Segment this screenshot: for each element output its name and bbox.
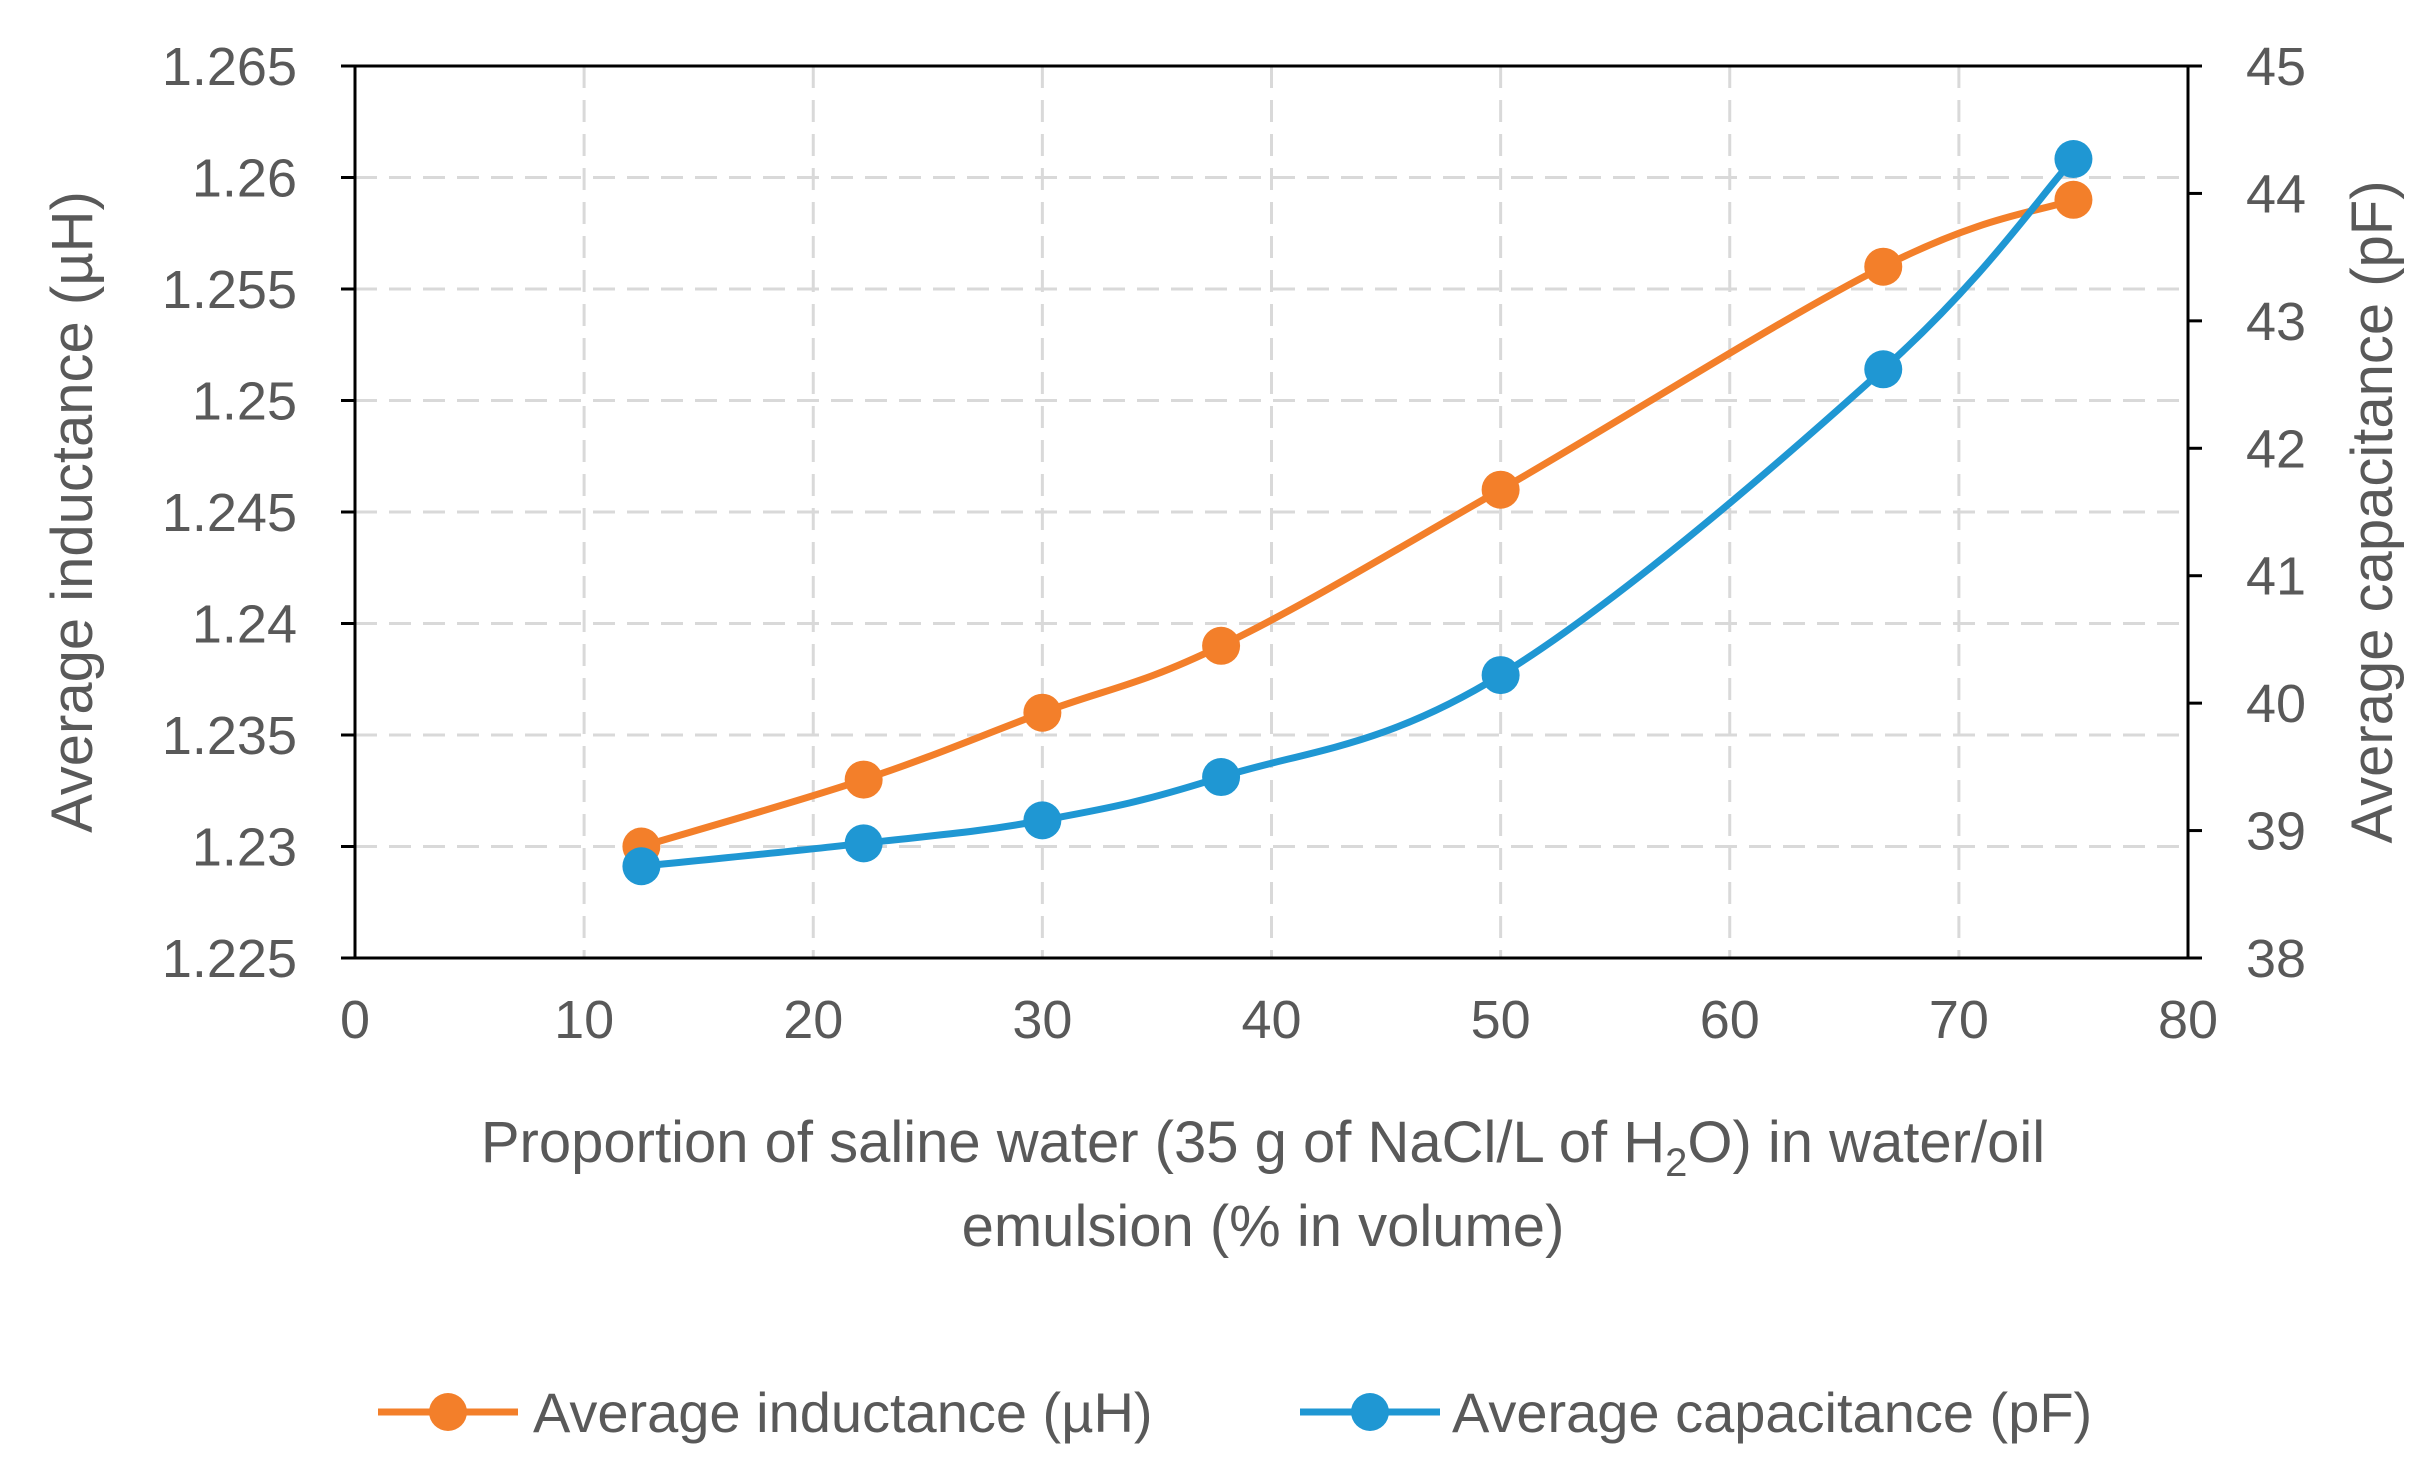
capacitance-point bbox=[622, 847, 661, 886]
series-line-inductance bbox=[637, 196, 2077, 850]
y-left-tick-label: 1.23 bbox=[192, 818, 297, 878]
inductance-point bbox=[1481, 470, 1520, 509]
y-right-tick-label: 40 bbox=[2246, 674, 2306, 734]
y-right-tick-label: 42 bbox=[2246, 419, 2306, 479]
capacitance-point bbox=[1481, 656, 1520, 695]
capacitance-point bbox=[1864, 350, 1903, 389]
inductance-point bbox=[1202, 626, 1241, 665]
x-axis-title-line1: Proportion of saline water (35 g of NaCl… bbox=[481, 1110, 2045, 1185]
y-right-tick-label: 38 bbox=[2246, 929, 2306, 989]
inductance-point bbox=[2054, 180, 2093, 219]
x-tick-label: 30 bbox=[1012, 990, 1072, 1050]
x-tick-label: 50 bbox=[1471, 990, 1531, 1050]
x-tick-label: 0 bbox=[340, 990, 370, 1050]
x-axis-title-subscript: 2 bbox=[1665, 1141, 1687, 1185]
legend-marker-capacitance bbox=[1351, 1393, 1389, 1431]
grid-layer bbox=[355, 66, 2188, 958]
x-axis-title-line2: emulsion (% in volume) bbox=[962, 1194, 1565, 1259]
y-left-tick-label: 1.265 bbox=[162, 37, 297, 97]
inductance-point bbox=[844, 760, 883, 799]
y-axis-right-title: Average capacitance (pF) bbox=[2340, 180, 2405, 843]
x-axis-title-part1: Proportion of saline water (35 g of NaCl… bbox=[481, 1110, 1665, 1175]
legend-label-inductance: Average inductance (µH) bbox=[533, 1381, 1153, 1444]
legend-item-inductance: Average inductance (µH) bbox=[378, 1381, 1153, 1444]
y-left-tick-label: 1.26 bbox=[192, 149, 297, 209]
y-left-tick-label: 1.235 bbox=[162, 706, 297, 766]
y-right-tick-label: 45 bbox=[2246, 37, 2306, 97]
legend-label-capacitance: Average capacitance (pF) bbox=[1452, 1381, 2092, 1444]
x-tick-label: 70 bbox=[1929, 990, 1989, 1050]
y-axis-left-title: Average inductance (µH) bbox=[40, 191, 105, 833]
capacitance-point bbox=[1023, 801, 1062, 840]
tick-layer: 0 10 20 30 40 50 60 70 80 1.225 1.23 1.235 1.24 1.245… bbox=[162, 37, 2306, 1050]
y-right-tick-label: 43 bbox=[2246, 292, 2306, 352]
inductance-point bbox=[1023, 693, 1062, 732]
x-tick-label: 10 bbox=[554, 990, 614, 1050]
legend: Average inductance (µH) Average capacita… bbox=[378, 1381, 2092, 1444]
y-left-tick-label: 1.25 bbox=[192, 372, 297, 432]
x-tick-label: 60 bbox=[1700, 990, 1760, 1050]
y-right-tick-label: 41 bbox=[2246, 547, 2306, 607]
x-tick-label: 20 bbox=[783, 990, 843, 1050]
x-tick-label: 40 bbox=[1241, 990, 1301, 1050]
series-layer bbox=[622, 140, 2093, 886]
y-left-tick-label: 1.24 bbox=[192, 595, 297, 655]
legend-item-capacitance: Average capacitance (pF) bbox=[1300, 1381, 2092, 1444]
y-right-tick-label: 44 bbox=[2246, 164, 2306, 224]
legend-marker-inductance bbox=[429, 1393, 467, 1431]
y-left-tick-label: 1.225 bbox=[162, 929, 297, 989]
capacitance-point bbox=[844, 824, 883, 863]
inductance-point bbox=[1864, 247, 1903, 286]
y-right-tick-label: 39 bbox=[2246, 802, 2306, 862]
y-left-tick-label: 1.245 bbox=[162, 483, 297, 543]
capacitance-point bbox=[2054, 140, 2093, 179]
x-tick-label: 80 bbox=[2158, 990, 2218, 1050]
y-left-tick-label: 1.255 bbox=[162, 260, 297, 320]
capacitance-point bbox=[1202, 758, 1241, 797]
x-axis-title-part2: O) in water/oil bbox=[1687, 1110, 2045, 1175]
